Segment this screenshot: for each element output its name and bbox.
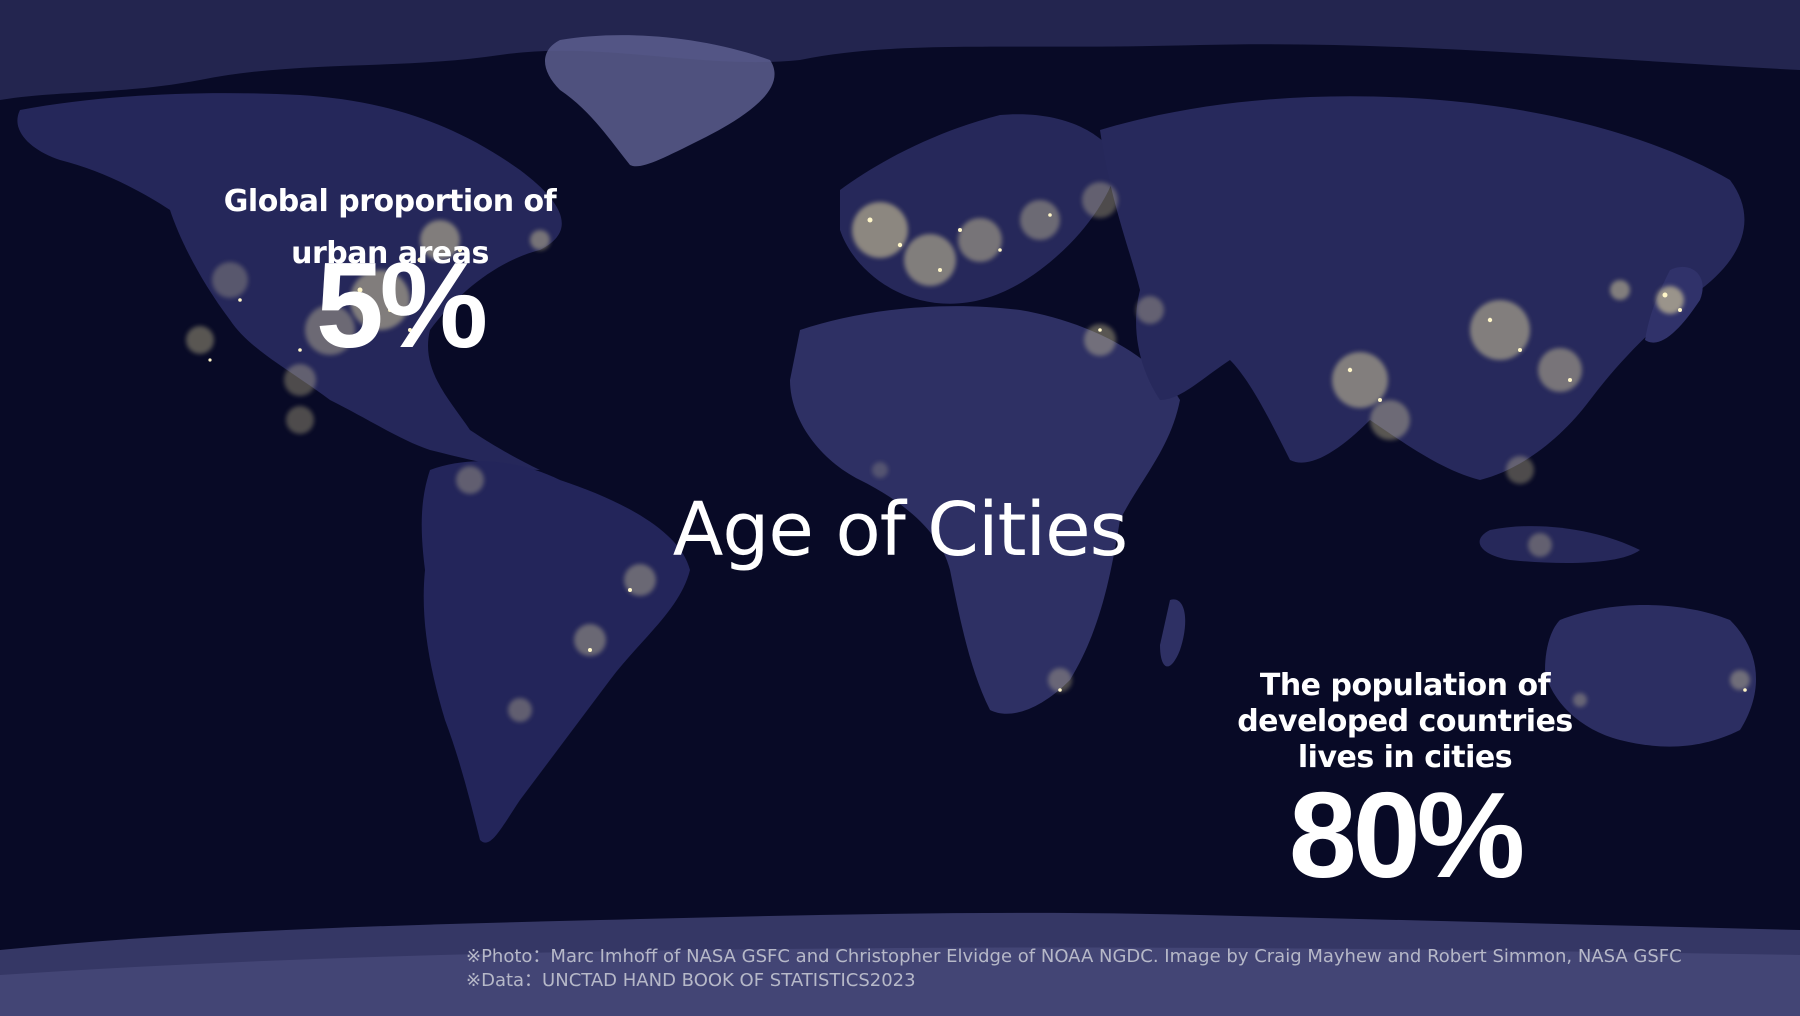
africa bbox=[790, 306, 1180, 714]
arctic-ice bbox=[0, 0, 1800, 100]
city-light-speckles bbox=[208, 213, 1747, 692]
madagascar bbox=[1160, 599, 1186, 667]
city-lights bbox=[186, 182, 1750, 722]
australia bbox=[1545, 605, 1757, 747]
page-title: Age of Cities bbox=[672, 487, 1128, 573]
se-asia-islands bbox=[1479, 526, 1640, 563]
greenland bbox=[545, 35, 775, 167]
source-credits: ※Photo：Marc Imhoff of NASA GSFC and Chri… bbox=[466, 945, 1766, 993]
data-credit: ※Data：UNCTAD HAND BOOK OF STATISTICS2023 bbox=[466, 970, 916, 991]
urban-population-value: 80% bbox=[1288, 767, 1525, 903]
north-america bbox=[17, 93, 562, 470]
urban-areas-value: 5% bbox=[315, 237, 488, 373]
south-america bbox=[421, 461, 690, 843]
photo-credit: ※Photo：Marc Imhoff of NASA GSFC and Chri… bbox=[466, 946, 1682, 967]
asia bbox=[1100, 96, 1745, 480]
urban-population-label: The population of developed countries li… bbox=[1237, 668, 1573, 775]
urban-areas-label: Global proportion of urban areas bbox=[223, 184, 557, 271]
antarctica-ice-highlight bbox=[0, 947, 1800, 1016]
